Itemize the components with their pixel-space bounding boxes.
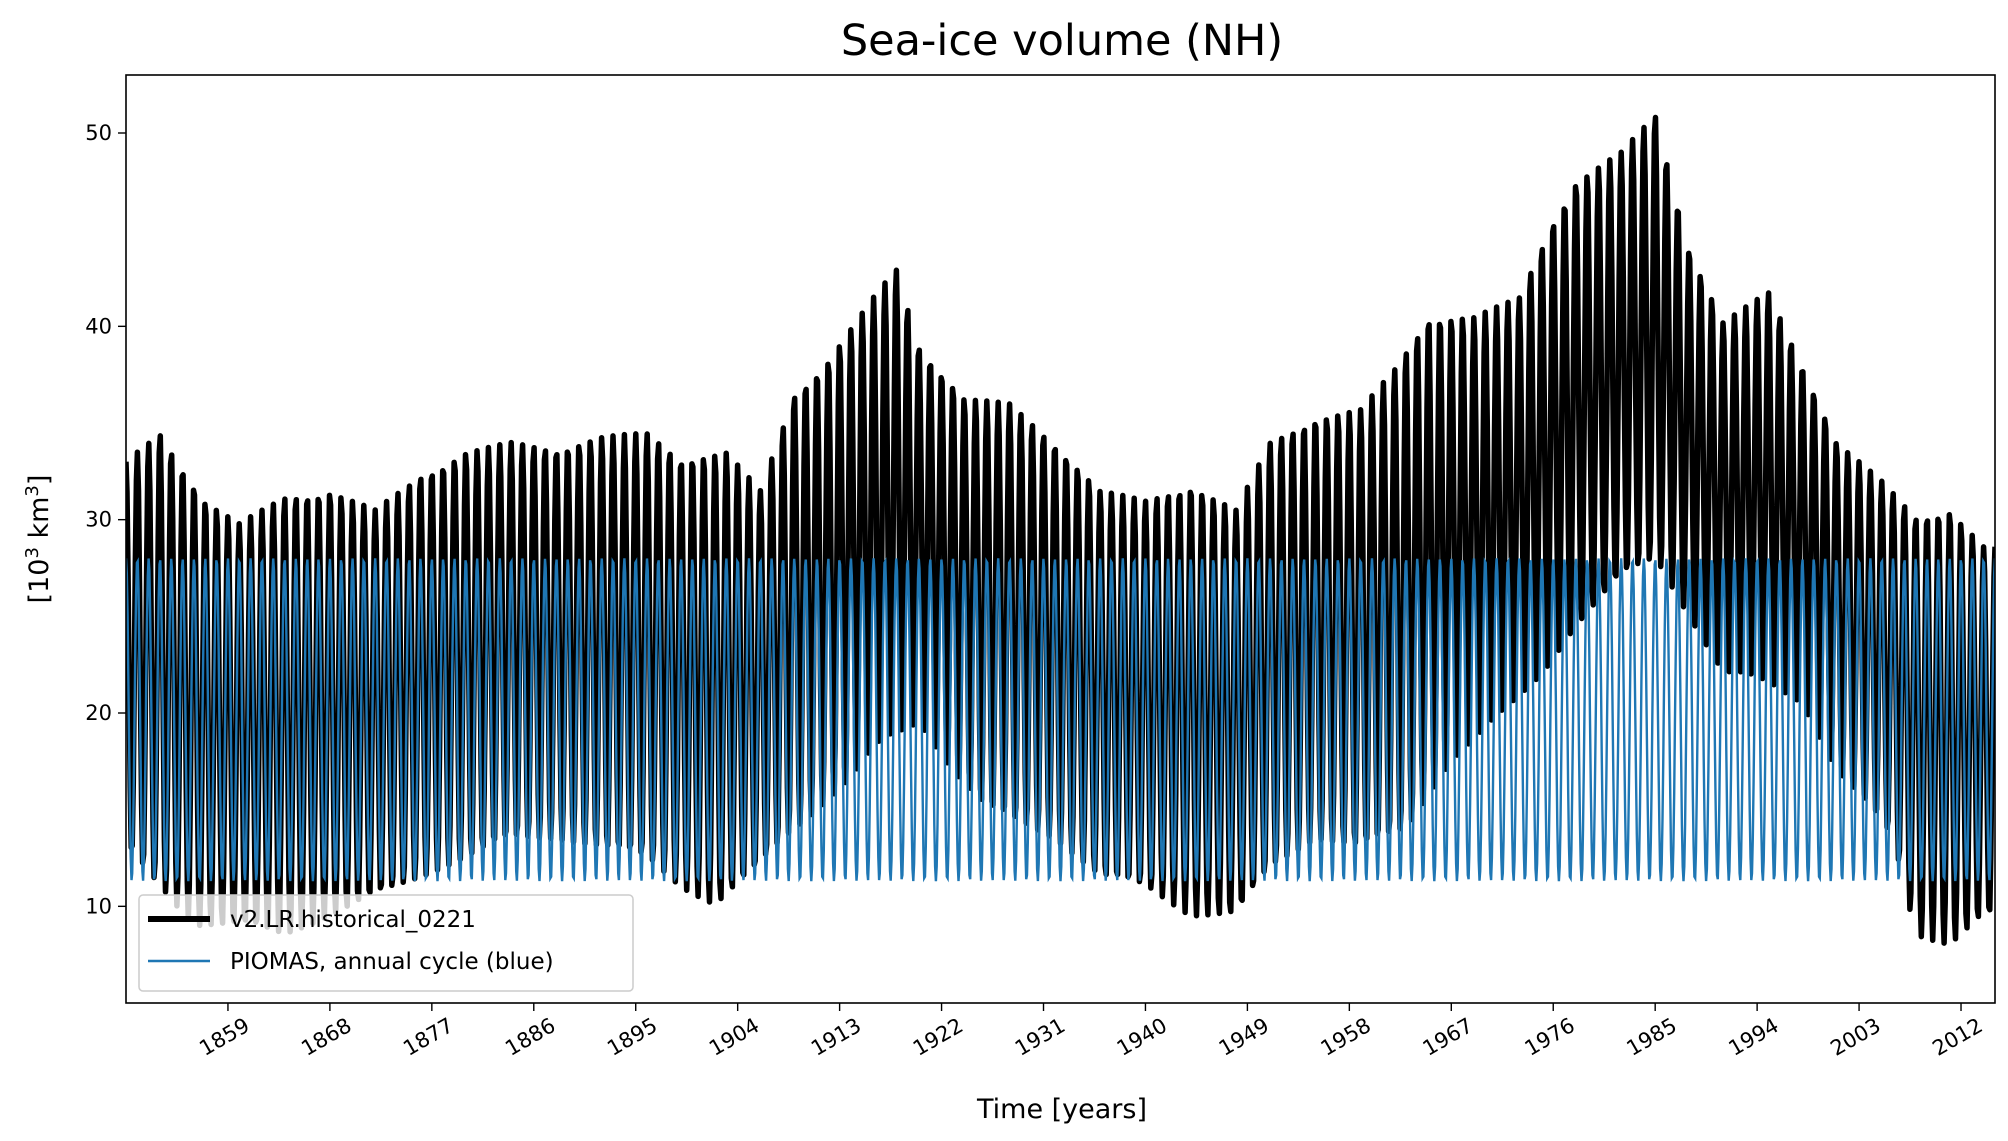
- legend-label-model: v2.LR.historical_0221: [230, 907, 476, 933]
- series-layer: [126, 114, 1995, 946]
- plot-frame: [125, 74, 1996, 1004]
- y-tick-label-10: 10: [85, 894, 112, 918]
- y-axis-label-base: [10: [24, 559, 55, 604]
- y-axis-label-sup2: 3: [22, 485, 43, 496]
- y-axis-label-mid: km: [24, 497, 55, 548]
- series-line-piomas: [126, 557, 1995, 883]
- y-axis-label-sup1: 3: [22, 547, 43, 558]
- legend: v2.LR.historical_0221 PIOMAS, annual cyc…: [138, 894, 634, 992]
- x-axis-label: Time [years]: [976, 1094, 1147, 1125]
- y-tick-label-40: 40: [85, 314, 112, 338]
- y-tick-label-50: 50: [85, 121, 112, 145]
- y-axis: 10 20 30 40 50: [85, 121, 126, 918]
- chart-title: Sea-ice volume (NH): [841, 16, 1283, 66]
- legend-box: [138, 894, 634, 992]
- legend-label-piomas: PIOMAS, annual cycle (blue): [230, 949, 554, 975]
- y-axis-label-end: ]: [24, 475, 55, 486]
- y-tick-label-30: 30: [85, 508, 112, 532]
- y-axis-label: [103 km3]: [22, 475, 56, 604]
- y-tick-label-20: 20: [85, 701, 112, 725]
